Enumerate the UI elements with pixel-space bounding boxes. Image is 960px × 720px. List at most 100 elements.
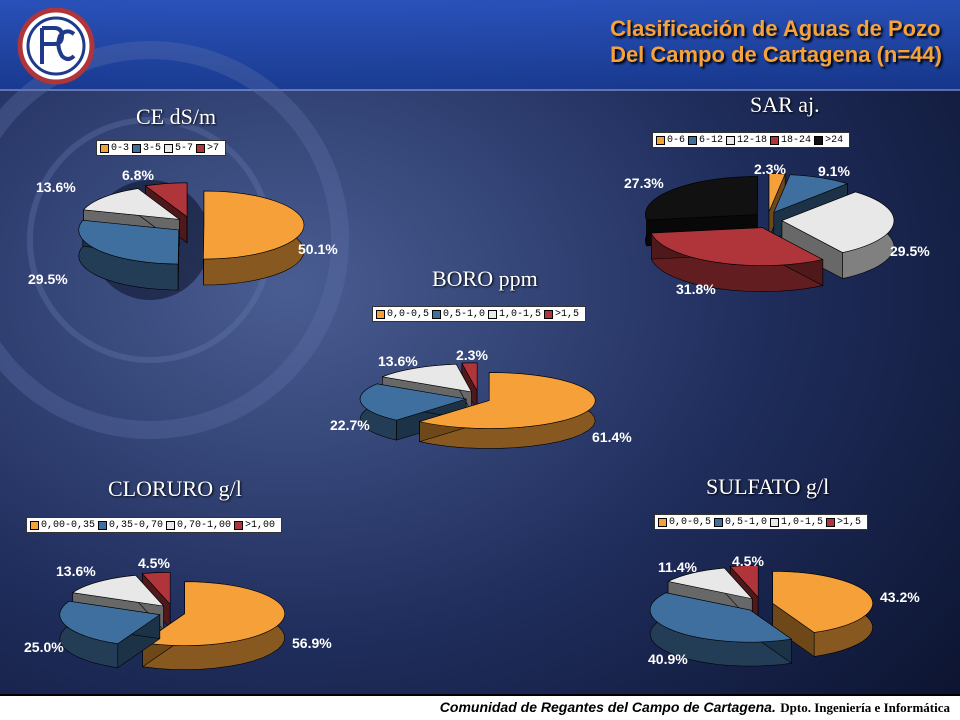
data-label-3-3: 4.5% xyxy=(138,555,170,571)
pie-slice-0-0 xyxy=(203,190,305,286)
legend-label: 0-6 xyxy=(667,134,686,146)
legend-label: 1,0-1,5 xyxy=(499,308,542,320)
legend-ce: 0-3 3-5 5-7 >7 xyxy=(96,140,227,156)
legend-boro: 0,0-0,5 0,5-1,0 1,0-1,5 >1,5 xyxy=(372,306,587,322)
legend-swatch xyxy=(132,143,142,153)
pie-slice-1-3 xyxy=(650,227,824,292)
pie-slice-3-0 xyxy=(141,581,285,671)
legend-entry: 5-7 xyxy=(164,143,193,154)
legend-label: 0-3 xyxy=(111,142,130,154)
legend-label: 1,0-1,5 xyxy=(781,516,824,528)
data-label-3-0: 56.9% xyxy=(292,635,332,651)
legend-swatch xyxy=(30,520,39,530)
legend-swatch xyxy=(770,517,780,527)
data-label-3-2: 13.6% xyxy=(56,563,96,579)
pie-slice-3-1 xyxy=(59,600,161,669)
legend-entry: 0,5-1,0 xyxy=(714,517,767,528)
legend-entry: 0,0-0,5 xyxy=(376,309,429,320)
chart-title-sar: SAR aj. xyxy=(750,92,820,117)
data-label-4-2: 11.4% xyxy=(658,559,697,575)
legend-label: 18-24 xyxy=(781,134,812,146)
legend-swatch xyxy=(432,309,442,319)
legend-swatch xyxy=(164,143,174,153)
data-label-2-1: 22.7% xyxy=(330,417,370,433)
legend-entry: 0,00-0,35 xyxy=(30,520,95,531)
legend-label: 0,70-1,00 xyxy=(177,519,232,531)
legend-entry: >1,5 xyxy=(826,517,861,528)
footer-department: Dpto. Ingeniería e Informática xyxy=(780,700,950,715)
legend-swatch xyxy=(234,520,244,530)
data-label-1-2: 29.5% xyxy=(890,243,930,259)
legend-entry: >7 xyxy=(196,143,219,154)
data-label-2-0: 61.4% xyxy=(592,429,632,445)
data-label-4-3: 4.5% xyxy=(732,553,764,569)
legend-swatch xyxy=(814,135,824,145)
legend-entry: 6-12 xyxy=(688,135,723,146)
legend-label: >1,5 xyxy=(837,516,862,528)
legend-swatch xyxy=(826,517,836,527)
legend-swatch xyxy=(726,135,736,145)
legend-label: 5-7 xyxy=(175,142,194,154)
legend-label: 0,35-0,70 xyxy=(109,519,164,531)
data-label-0-0: 50.1% xyxy=(298,241,338,257)
data-label-1-1: 9.1% xyxy=(818,163,850,179)
legend-entry: 0-6 xyxy=(656,135,685,146)
data-label-2-3: 2.3% xyxy=(456,347,488,363)
data-label-1-4: 27.3% xyxy=(624,175,664,191)
legend-swatch xyxy=(98,520,108,530)
legend-swatch xyxy=(656,135,665,145)
legend-swatch xyxy=(196,143,206,153)
legend-label: >24 xyxy=(825,134,844,146)
legend-swatch xyxy=(488,309,498,319)
pie-slice-0-1 xyxy=(78,219,180,291)
legend-entry: 3-5 xyxy=(132,143,161,154)
legend-label: 0,0-0,5 xyxy=(387,308,430,320)
legend-swatch xyxy=(714,517,724,527)
footer-organization: Comunidad de Regantes del Campo de Carta… xyxy=(439,699,776,715)
slide-title-line-2: Del Campo de Cartagena (n=44) xyxy=(610,42,942,67)
chart-title-ce: CE dS/m xyxy=(136,104,217,129)
data-label-0-1: 29.5% xyxy=(28,271,68,287)
legend-entry: >1,00 xyxy=(234,520,275,531)
legend-entry: 0,35-0,70 xyxy=(98,520,163,531)
chart-title-sulfato: SULFATO g/l xyxy=(706,474,830,499)
data-label-3-1: 25.0% xyxy=(24,639,64,655)
legend-cloruro: 0,00-0,35 0,35-0,70 0,70-1,00 >1,00 xyxy=(26,517,283,533)
pie-slice-4-1 xyxy=(649,592,793,667)
legend-entry: 1,0-1,5 xyxy=(488,309,541,320)
legend-swatch xyxy=(770,135,780,145)
data-label-1-0: 2.3% xyxy=(754,161,786,177)
slide-title: Clasificación de Aguas de Pozo Del Campo… xyxy=(610,16,942,68)
pie-slice-1-2 xyxy=(781,191,895,280)
pie-slice-2-0 xyxy=(418,372,596,449)
data-label-0-2: 13.6% xyxy=(36,179,76,195)
legend-label: 0,5-1,0 xyxy=(443,308,486,320)
legend-swatch xyxy=(166,520,176,530)
legend-sar: 0-6 6-12 12-18 18-24 >24 xyxy=(652,132,851,148)
legend-swatch xyxy=(544,309,554,319)
legend-entry: >24 xyxy=(814,135,843,146)
footer: Comunidad de Regantes del Campo de Carta… xyxy=(0,694,960,720)
legend-entry: 0,0-0,5 xyxy=(658,517,711,528)
legend-sulfato: 0,0-0,5 0,5-1,0 1,0-1,5 >1,5 xyxy=(654,514,869,530)
legend-label: 6-12 xyxy=(699,134,724,146)
legend-label: 3-5 xyxy=(143,142,162,154)
legend-entry: 12-18 xyxy=(726,135,767,146)
legend-swatch xyxy=(376,309,385,319)
legend-label: 0,00-0,35 xyxy=(41,519,96,531)
chart-title-boro: BORO ppm xyxy=(432,266,538,291)
legend-entry: 0-3 xyxy=(100,143,129,154)
legend-swatch xyxy=(658,517,667,527)
chart-title-cloruro: CLORURO g/l xyxy=(108,476,242,501)
data-label-4-0: 43.2% xyxy=(880,589,920,605)
data-label-4-1: 40.9% xyxy=(648,651,688,667)
pie-slice-4-0 xyxy=(772,570,874,658)
legend-entry: 0,70-1,00 xyxy=(166,520,231,531)
data-label-2-2: 13.6% xyxy=(378,353,418,369)
legend-swatch xyxy=(100,143,109,153)
